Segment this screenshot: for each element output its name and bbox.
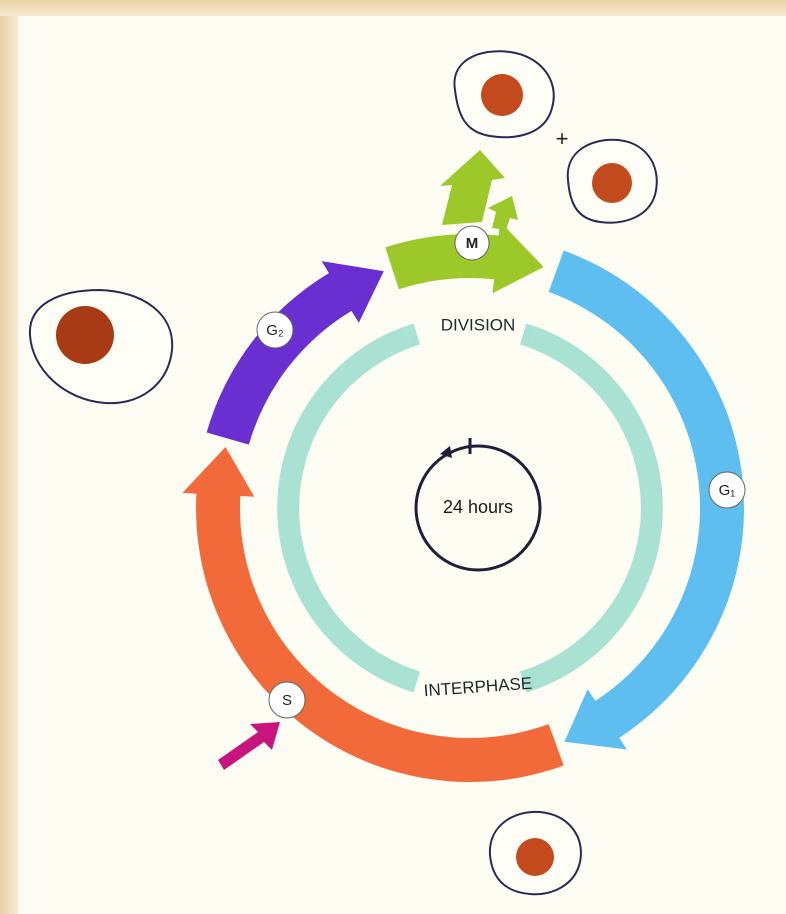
division-label: DIVISION: [441, 315, 516, 334]
phase-label: S: [282, 692, 292, 709]
panel: [18, 16, 786, 914]
plus-sign: +: [556, 126, 569, 151]
center-label: 24 hours: [443, 497, 513, 517]
top-border: [0, 0, 786, 16]
ring-arc: [408, 334, 417, 337]
phase-label: G₁: [719, 482, 736, 499]
phase-badge: G₁: [709, 472, 745, 508]
cell: [490, 812, 581, 894]
ring-arc: [523, 334, 532, 337]
cell: [568, 140, 657, 223]
phase-label: M: [466, 235, 479, 252]
phase-label: G₂: [266, 322, 284, 339]
cell-cycle-diagram: + 24 hours DIVISION INTERPHASE M G₁ S G₂: [0, 0, 786, 914]
phase-badge: S: [269, 682, 305, 718]
phase-badge: M: [455, 226, 489, 260]
phase-badge: G₂: [257, 312, 293, 348]
cell: [454, 51, 553, 137]
left-border: [0, 0, 18, 914]
